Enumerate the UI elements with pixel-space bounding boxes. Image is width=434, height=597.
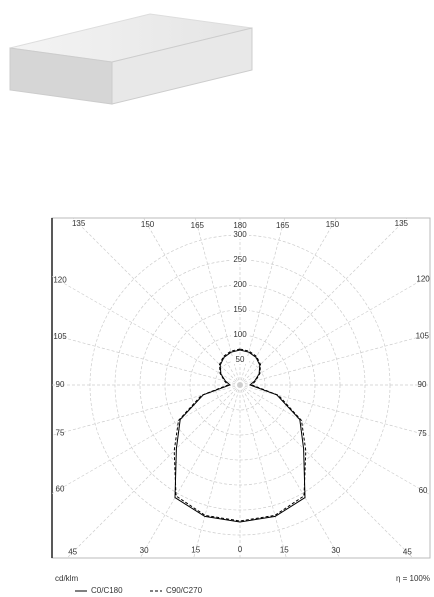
plot-frame <box>51 217 431 559</box>
angle-grid-line <box>239 333 430 386</box>
angle-grid-line <box>52 276 241 386</box>
angle-grid-line <box>66 384 241 558</box>
angle-grid-line <box>239 218 286 386</box>
angle-grid-line <box>239 275 430 386</box>
angle-tick-label: 105 <box>416 331 430 340</box>
angle-grid-line <box>239 384 341 558</box>
legend-label: C90/C270 <box>166 586 203 595</box>
angle-tick-label: 90 <box>56 380 65 389</box>
radial-label-bg <box>231 331 249 339</box>
angle-tick-label: 165 <box>276 221 290 230</box>
series-line <box>173 348 307 522</box>
radial-label-bg <box>231 256 249 264</box>
angle-tick-label: 150 <box>141 220 155 229</box>
angle-tick-label: 150 <box>326 220 340 229</box>
angle-grid-line <box>194 218 241 386</box>
angle-tick-label: 0 <box>238 545 243 554</box>
legend-label: C0/C180 <box>91 586 123 595</box>
angle-tick-label: 135 <box>395 219 409 228</box>
angle-tick-label: 75 <box>56 428 65 437</box>
angle-tick-label: 135 <box>72 219 86 228</box>
radial-label-bg <box>231 306 249 314</box>
angle-grid-line <box>52 334 241 386</box>
radial-tick-label: 150 <box>233 305 247 314</box>
angle-tick-label: 30 <box>331 546 340 555</box>
radial-tick-label: 100 <box>233 330 247 339</box>
angle-grid-line <box>239 384 414 558</box>
angle-tick-label: 15 <box>191 545 200 554</box>
grid <box>52 218 430 558</box>
angle-tick-label: 90 <box>418 380 427 389</box>
angle-grid-line <box>72 218 241 386</box>
radial-tick-label: 50 <box>236 355 245 364</box>
radial-label-bg <box>231 231 249 239</box>
angle-tick-label: 75 <box>418 429 427 438</box>
angle-grid-line <box>239 384 430 437</box>
angle-tick-label: 60 <box>56 485 65 494</box>
angle-tick-label: 120 <box>53 276 67 285</box>
angle-tick-label: 180 <box>233 221 247 230</box>
angle-grid-line <box>193 384 241 558</box>
radial-label-bg <box>231 281 249 289</box>
efficiency-label: η = 100% <box>396 574 430 583</box>
angle-grid-line <box>239 384 430 495</box>
angle-tick-label: 60 <box>419 486 428 495</box>
angle-grid-line <box>139 384 241 558</box>
angle-grid-line <box>239 218 408 386</box>
radial-tick-label: 300 <box>233 230 247 239</box>
angle-grid-line <box>239 384 287 558</box>
angle-grid-line <box>52 384 241 494</box>
radial-tick-label: 250 <box>233 255 247 264</box>
angle-grid-line <box>52 384 241 436</box>
legend: C0/C180 C90/C270 <box>75 586 203 595</box>
radial-tick-label: 200 <box>233 280 247 289</box>
radial-grid-circle <box>114 259 366 511</box>
angle-tick-label: 30 <box>140 546 149 555</box>
angle-tick-label: 45 <box>403 547 412 556</box>
angle-tick-label: 105 <box>53 332 67 341</box>
product-image <box>9 13 253 105</box>
unit-label: cd/klm <box>55 574 78 583</box>
angle-tick-label: 165 <box>191 221 205 230</box>
angle-tick-label: 120 <box>416 274 430 283</box>
angle-tick-label: 15 <box>280 545 289 554</box>
angle-tick-label: 45 <box>68 547 77 556</box>
radial-label-bg <box>231 356 249 364</box>
